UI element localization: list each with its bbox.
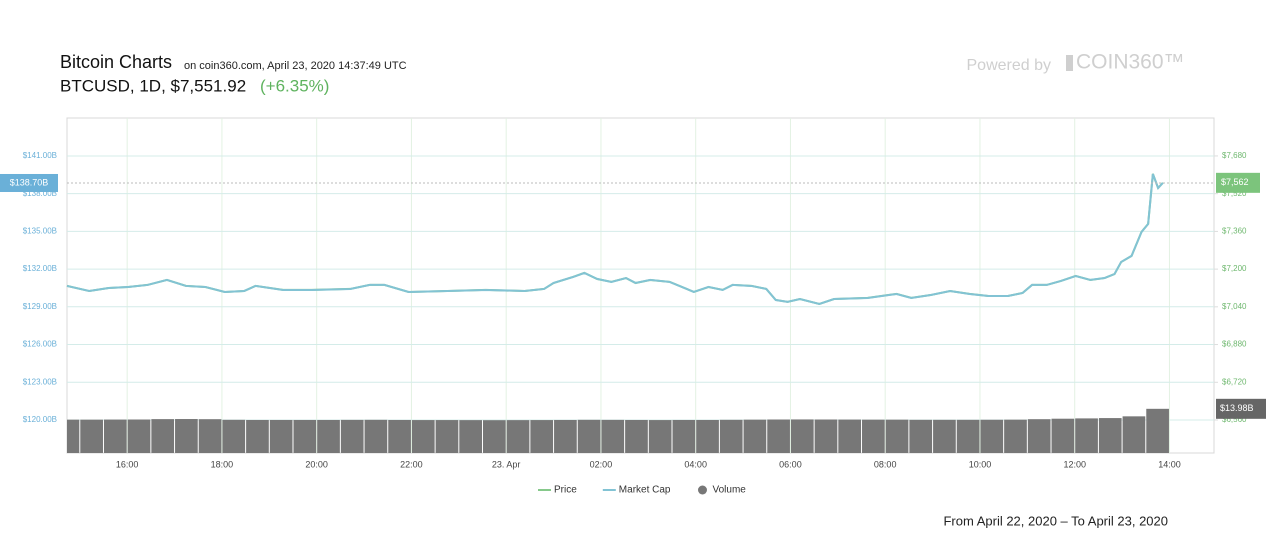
x-tick-label: 23. Apr (492, 459, 521, 469)
volume-bar (1027, 419, 1051, 453)
y-tick-label: $141.00B (23, 151, 57, 160)
symbol: BTCUSD, 1D, $7,551.92 (60, 76, 246, 95)
x-tick-label: 06:00 (779, 459, 802, 469)
x-tick-label: 08:00 (874, 459, 897, 469)
volume-bar (933, 419, 956, 453)
volume-bar (482, 420, 506, 453)
y2-tick-label: $7,040 (1222, 302, 1247, 311)
badge-label: $138.70B (10, 177, 49, 187)
volume-bar (790, 419, 814, 453)
volume-bar (862, 419, 885, 453)
volume-bar (198, 419, 222, 453)
volume-bar (293, 419, 317, 453)
x-tick-label: 22:00 (400, 459, 423, 469)
volume-bar (577, 419, 601, 453)
volume-bar (625, 419, 648, 453)
y-tick-label: $132.00B (23, 264, 57, 273)
legend-label: Market Cap (619, 485, 671, 496)
volume-bar (269, 419, 293, 453)
volume-bar (364, 419, 388, 453)
volume-bar (151, 419, 175, 453)
volume-bar (246, 419, 269, 453)
x-tick-label: 20:00 (305, 459, 328, 469)
volume-bar (388, 419, 411, 453)
volume-bar (435, 420, 459, 453)
volume-bar (340, 419, 364, 453)
badge (1216, 398, 1266, 419)
x-tick-label: 16:00 (116, 459, 139, 469)
y2-tick-label: $6,560 (1222, 415, 1247, 424)
legend-label: Volume (712, 485, 746, 496)
badge-label: $13.98B (1220, 403, 1254, 413)
legend-swatch (697, 485, 707, 495)
y-tick-label: $129.00B (23, 302, 57, 311)
volume-bar (719, 419, 743, 453)
volume-bar (980, 419, 1004, 453)
y2-tick-label: $6,880 (1222, 340, 1247, 349)
volume-bar (1075, 418, 1098, 453)
logo-icon (1066, 55, 1073, 71)
y2-tick-label: $7,520 (1222, 189, 1247, 198)
volume-bar (317, 419, 340, 453)
subtitle: on coin360.com, April 23, 2020 14:37:49 … (184, 60, 407, 72)
volume-bar (956, 419, 980, 453)
brand: COIN360™ (1076, 51, 1185, 74)
powered-by: Powered by (967, 57, 1052, 74)
volume-bar (67, 419, 80, 453)
y2-tick-label: $6,720 (1222, 377, 1247, 386)
volume-bar (743, 419, 767, 453)
badge (1216, 172, 1260, 193)
volume-bar (103, 419, 127, 453)
volume-bar (175, 419, 198, 453)
volume-bar (814, 419, 838, 453)
x-tick-label: 02:00 (590, 459, 613, 469)
volume-bar (222, 419, 246, 453)
x-tick-label: 04:00 (684, 459, 707, 469)
change: (+6.35%) (260, 76, 329, 95)
series-line (66, 173, 1164, 305)
volume-bar (411, 420, 435, 453)
y-tick-label: $135.00B (23, 226, 57, 235)
volume-bar (1098, 418, 1122, 453)
y-tick-label: $120.00B (23, 415, 57, 424)
y2-tick-label: $7,360 (1222, 227, 1247, 236)
volume-bar (672, 419, 696, 453)
volume-bar (696, 419, 719, 453)
y-tick-label: $123.00B (23, 377, 57, 386)
x-tick-label: 10:00 (969, 459, 992, 469)
y2-tick-label: $7,200 (1222, 264, 1247, 273)
badge (0, 173, 58, 192)
volume-bar (1122, 416, 1146, 453)
y-tick-label: $138.00B (23, 189, 57, 198)
volume-bar (838, 419, 862, 453)
volume-bar (909, 419, 933, 453)
y2-tick-label: $7,680 (1222, 151, 1247, 160)
volume-bar (459, 420, 482, 453)
volume-bar (1051, 418, 1075, 453)
volume-bar (648, 420, 672, 453)
volume-bar (1004, 419, 1027, 453)
volume-bar (554, 419, 577, 453)
volume-bar (1146, 408, 1169, 453)
volume-bar (530, 420, 554, 453)
x-tick-label: 12:00 (1063, 459, 1086, 469)
badge-label: $7,562 (1221, 177, 1249, 187)
footer: From April 22, 2020 – To April 23, 2020 (943, 513, 1168, 528)
volume-bar (506, 420, 530, 453)
volume-bar (767, 419, 790, 453)
y-tick-label: $126.00B (23, 340, 57, 349)
chart-title: Bitcoin Charts (60, 52, 172, 72)
x-tick-label: 14:00 (1158, 459, 1181, 469)
volume-bar (885, 419, 909, 453)
volume-bar (601, 419, 625, 453)
volume-bar (127, 419, 151, 453)
volume-bar (80, 419, 103, 453)
legend-label: Price (554, 485, 577, 496)
x-tick-label: 18:00 (211, 459, 234, 469)
